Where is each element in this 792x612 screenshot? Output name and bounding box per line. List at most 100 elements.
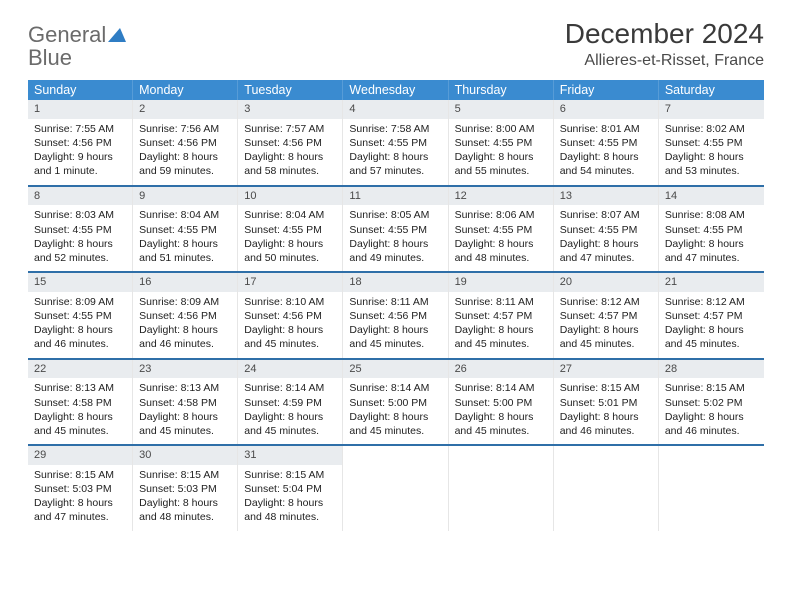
sunset-line: Sunset: 5:00 PM — [349, 396, 441, 410]
sunset-line: Sunset: 4:55 PM — [560, 136, 652, 150]
daylight-line: Daylight: 8 hours and 47 minutes. — [665, 237, 758, 265]
sunrise-line: Sunrise: 7:56 AM — [139, 122, 231, 136]
sunset-line: Sunset: 4:59 PM — [244, 396, 336, 410]
sunrise-line: Sunrise: 8:06 AM — [455, 208, 547, 222]
sunrise-line: Sunrise: 8:14 AM — [455, 381, 547, 395]
sunset-line: Sunset: 5:04 PM — [244, 482, 336, 496]
sunset-line: Sunset: 4:56 PM — [349, 309, 441, 323]
sunrise-line: Sunrise: 7:58 AM — [349, 122, 441, 136]
day-body: Sunrise: 8:09 AMSunset: 4:55 PMDaylight:… — [28, 292, 132, 358]
day-cell: 13Sunrise: 8:07 AMSunset: 4:55 PMDayligh… — [554, 187, 659, 272]
sunrise-line: Sunrise: 8:14 AM — [244, 381, 336, 395]
sunset-line: Sunset: 4:56 PM — [244, 309, 336, 323]
day-number: 12 — [449, 187, 553, 206]
sunrise-line: Sunrise: 8:12 AM — [665, 295, 758, 309]
day-cell: 25Sunrise: 8:14 AMSunset: 5:00 PMDayligh… — [343, 360, 448, 445]
sunrise-line: Sunrise: 8:12 AM — [560, 295, 652, 309]
sunrise-line: Sunrise: 8:14 AM — [349, 381, 441, 395]
day-body: Sunrise: 8:10 AMSunset: 4:56 PMDaylight:… — [238, 292, 342, 358]
sunrise-line: Sunrise: 8:07 AM — [560, 208, 652, 222]
sunset-line: Sunset: 4:57 PM — [560, 309, 652, 323]
weekday-saturday: Saturday — [659, 80, 764, 100]
day-cell: 23 Sunrise: 8:13 AMSunset: 4:58 PMDayligh… — [133, 360, 238, 445]
day-body: Sunrise: 8:12 AMSunset: 4:57 PMDaylight:… — [554, 292, 658, 358]
sunset-line: Sunset: 4:55 PM — [349, 223, 441, 237]
day-body: Sunrise: 8:01 AMSunset: 4:55 PMDaylight:… — [554, 119, 658, 185]
daylight-line: Daylight: 8 hours and 52 minutes. — [34, 237, 126, 265]
day-number: 21 — [659, 273, 764, 292]
sunset-line: Sunset: 4:56 PM — [139, 309, 231, 323]
day-cell: 16Sunrise: 8:09 AMSunset: 4:56 PMDayligh… — [133, 273, 238, 358]
day-body: Sunrise: 8:15 AMSunset: 5:03 PMDaylight:… — [28, 465, 132, 531]
day-body: Sunrise: 8:13 AMSunset: 4:58 PMDaylight:… — [28, 378, 132, 444]
day-cell: 31Sunrise: 8:15 AMSunset: 5:04 PMDayligh… — [238, 446, 343, 531]
sunrise-line: Sunrise: 8:05 AM — [349, 208, 441, 222]
sunset-line: Sunset: 5:03 PM — [139, 482, 231, 496]
daylight-line: Daylight: 8 hours and 50 minutes. — [244, 237, 336, 265]
calendar: SundayMondayTuesdayWednesdayThursdayFrid… — [28, 80, 764, 531]
day-number: 1 — [28, 100, 132, 119]
day-cell: 3Sunrise: 7:57 AMSunset: 4:56 PMDaylight… — [238, 100, 343, 185]
weekday-wednesday: Wednesday — [343, 80, 448, 100]
day-cell: 19Sunrise: 8:11 AMSunset: 4:57 PMDayligh… — [449, 273, 554, 358]
day-cell: 30Sunrise: 8:15 AMSunset: 5:03 PMDayligh… — [133, 446, 238, 531]
weekday-thursday: Thursday — [449, 80, 554, 100]
day-cell: 24Sunrise: 8:14 AMSunset: 4:59 PMDayligh… — [238, 360, 343, 445]
daylight-line: Daylight: 8 hours and 47 minutes. — [34, 496, 126, 524]
sunrise-line: Sunrise: 7:55 AM — [34, 122, 126, 136]
day-body: Sunrise: 8:15 AMSunset: 5:02 PMDaylight:… — [659, 378, 764, 444]
week-row: 8Sunrise: 8:03 AMSunset: 4:55 PMDaylight… — [28, 187, 764, 272]
day-cell: 21Sunrise: 8:12 AMSunset: 4:57 PMDayligh… — [659, 273, 764, 358]
day-cell: 22Sunrise: 8:13 AMSunset: 4:58 PMDayligh… — [28, 360, 133, 445]
day-number: 30 — [133, 446, 237, 465]
day-cell: 11Sunrise: 8:05 AMSunset: 4:55 PMDayligh… — [343, 187, 448, 272]
sunrise-line: Sunrise: 8:04 AM — [244, 208, 336, 222]
sunrise-line: Sunrise: 8:13 AM — [139, 381, 231, 395]
day-cell: 17Sunrise: 8:10 AMSunset: 4:56 PMDayligh… — [238, 273, 343, 358]
weekday-sunday: Sunday — [28, 80, 133, 100]
daylight-line: Daylight: 8 hours and 49 minutes. — [349, 237, 441, 265]
day-number: 20 — [554, 273, 658, 292]
daylight-line: Daylight: 8 hours and 45 minutes. — [34, 410, 126, 438]
day-cell: 4Sunrise: 7:58 AMSunset: 4:55 PMDaylight… — [343, 100, 448, 185]
daylight-line: Daylight: 8 hours and 45 minutes. — [139, 410, 231, 438]
day-number: 17 — [238, 273, 342, 292]
sunset-line: Sunset: 4:58 PM — [139, 396, 231, 410]
empty-day-cell: . — [554, 446, 659, 531]
weekday-tuesday: Tuesday — [238, 80, 343, 100]
empty-day-cell: . — [659, 446, 764, 531]
sunset-line: Sunset: 5:01 PM — [560, 396, 652, 410]
day-number: 22 — [28, 360, 132, 379]
empty-day-cell: . — [449, 446, 554, 531]
sunset-line: Sunset: 4:55 PM — [665, 223, 758, 237]
day-number: 23 — [133, 360, 237, 379]
weekday-header-row: SundayMondayTuesdayWednesdayThursdayFrid… — [28, 80, 764, 100]
day-body: Sunrise: 7:55 AMSunset: 4:56 PMDaylight:… — [28, 119, 132, 185]
day-body: Sunrise: 8:05 AMSunset: 4:55 PMDaylight:… — [343, 205, 447, 271]
sunrise-line: Sunrise: 8:08 AM — [665, 208, 758, 222]
day-cell: 7Sunrise: 8:02 AMSunset: 4:55 PMDaylight… — [659, 100, 764, 185]
day-body: Sunrise: 8:15 AMSunset: 5:04 PMDaylight:… — [238, 465, 342, 531]
day-body: Sunrise: 8:11 AMSunset: 4:57 PMDaylight:… — [449, 292, 553, 358]
day-cell: 15Sunrise: 8:09 AMSunset: 4:55 PMDayligh… — [28, 273, 133, 358]
day-number: 2 — [133, 100, 237, 119]
day-number: 8 — [28, 187, 132, 206]
daylight-line: Daylight: 8 hours and 48 minutes. — [455, 237, 547, 265]
day-number: 16 — [133, 273, 237, 292]
daylight-line: Daylight: 8 hours and 57 minutes. — [349, 150, 441, 178]
day-cell: 26Sunrise: 8:14 AMSunset: 5:00 PMDayligh… — [449, 360, 554, 445]
day-number: 5 — [449, 100, 553, 119]
day-body: Sunrise: 8:04 AMSunset: 4:55 PMDaylight:… — [133, 205, 237, 271]
day-cell: 9Sunrise: 8:04 AMSunset: 4:55 PMDaylight… — [133, 187, 238, 272]
daylight-line: Daylight: 8 hours and 47 minutes. — [560, 237, 652, 265]
daylight-line: Daylight: 8 hours and 45 minutes. — [244, 410, 336, 438]
day-cell: 20Sunrise: 8:12 AMSunset: 4:57 PMDayligh… — [554, 273, 659, 358]
day-cell: 28Sunrise: 8:15 AMSunset: 5:02 PMDayligh… — [659, 360, 764, 445]
daylight-line: Daylight: 8 hours and 46 minutes. — [665, 410, 758, 438]
day-body: Sunrise: 8:08 AMSunset: 4:55 PMDaylight:… — [659, 205, 764, 271]
daylight-line: Daylight: 8 hours and 45 minutes. — [349, 323, 441, 351]
weekday-friday: Friday — [554, 80, 659, 100]
week-row: 1Sunrise: 7:55 AMSunset: 4:56 PMDaylight… — [28, 100, 764, 185]
sunset-line: Sunset: 5:00 PM — [455, 396, 547, 410]
sunrise-line: Sunrise: 8:02 AM — [665, 122, 758, 136]
